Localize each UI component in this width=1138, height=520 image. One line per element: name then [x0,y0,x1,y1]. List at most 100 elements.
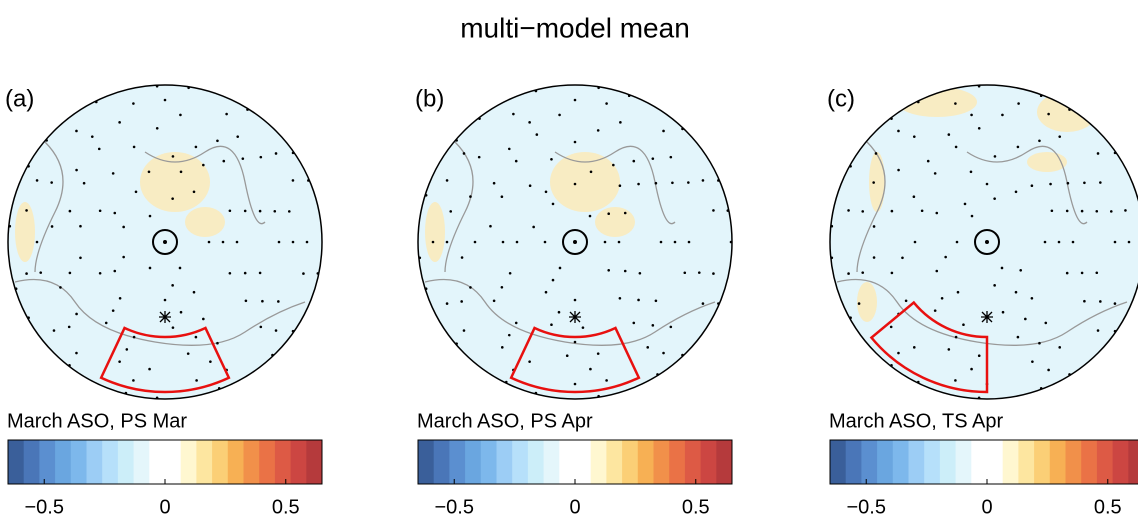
significance-dot [955,240,959,244]
significance-dot [861,210,865,213]
significance-dot [662,351,665,355]
significance-dot [171,155,175,158]
significance-dot [651,157,655,160]
significance-dot [619,121,622,124]
colorbar-segment [55,440,72,484]
significance-dot [501,240,505,244]
colorbar-segment [939,440,957,484]
significance-dot [935,269,939,273]
colorbar-segment [39,440,56,484]
significance-dot [977,126,981,130]
significance-dot [581,326,585,329]
significance-dot [122,255,125,259]
significance-dot [445,302,449,305]
significance-dot [544,190,548,194]
significance-dot [1109,210,1113,213]
colorbar-segment [149,440,166,484]
significance-dot [104,321,108,325]
colorbar-segment [70,440,87,484]
significance-dot [1038,139,1041,143]
colorbar-segment [845,440,862,484]
significance-dot [551,278,555,282]
pole-dot [573,240,577,244]
anomaly-blob [595,207,635,237]
colorbar-tick-label: 0 [159,496,170,518]
significance-dot [1066,181,1070,185]
significance-dot [669,155,673,159]
significance-dot [1065,271,1069,275]
significance-dot [565,354,569,358]
significance-dot [847,209,850,212]
significance-dot [528,184,532,188]
colorbar-segment [23,440,40,484]
significance-dot [544,290,548,294]
significance-dot [607,212,611,216]
colorbar-segment [590,440,607,484]
significance-dot [857,302,861,305]
colorbar-segment [1128,440,1138,484]
significance-dot [617,240,621,244]
colorbar-segment [559,440,576,484]
significance-dot [1058,346,1062,349]
significance-dot [970,214,974,218]
significance-dot [194,145,198,149]
anomaly-blob [15,202,35,262]
significance-dot [612,163,615,167]
significance-dot [1096,152,1100,155]
significance-dot [618,184,622,188]
significance-dot [1099,300,1102,303]
significance-dot [477,155,481,159]
significance-dot [588,214,592,218]
significance-dot [947,133,951,136]
significance-dot [1047,112,1050,116]
significance-dot [209,360,212,363]
significance-dot [897,168,900,172]
colorbar-segment [908,440,925,484]
significance-dot [132,145,136,149]
significance-dot [573,382,577,386]
significance-dot [573,140,577,144]
colorbar-segment [877,440,894,484]
significance-dot [1095,271,1099,275]
significance-dot [216,139,219,143]
significance-dot [912,195,916,199]
significance-dot [970,367,973,371]
colorbar-segment [971,440,988,484]
colorbar-segment [274,440,292,484]
coastline [836,141,1128,346]
significance-dot [712,272,715,275]
colorbar-segment [259,440,276,484]
significance-dot [874,152,878,155]
colorbar-segment [892,440,909,484]
colorbar-segment [449,440,466,484]
significance-dot [302,272,305,275]
significance-dot [954,145,958,149]
significance-dot [543,240,547,244]
caption: March ASO, PS Mar [7,410,187,432]
significance-dot [956,290,960,294]
pole-ring [562,229,588,255]
significance-dot [460,256,464,259]
significance-dot [662,129,665,133]
significance-dot [134,190,138,194]
significance-dot [861,271,865,274]
significance-dot [1016,335,1020,339]
significance-dot [558,266,562,270]
colorbar-segment [243,440,260,484]
significance-dot [35,179,39,182]
significance-dot [890,209,894,213]
significance-dot [1127,240,1131,244]
significance-dot [1017,102,1020,105]
significance-dot [132,102,135,105]
significance-dot [1019,268,1023,272]
significance-dot [97,147,101,151]
colorbar-segment [1002,440,1019,484]
significance-dot [274,152,278,155]
colorbar-segment [212,440,229,484]
colorbar-segment [861,440,878,484]
significance-dot [603,240,607,244]
significance-dot [920,209,924,213]
significance-dot [305,240,309,244]
significance-dot [528,360,531,363]
significance-dot [890,271,894,275]
